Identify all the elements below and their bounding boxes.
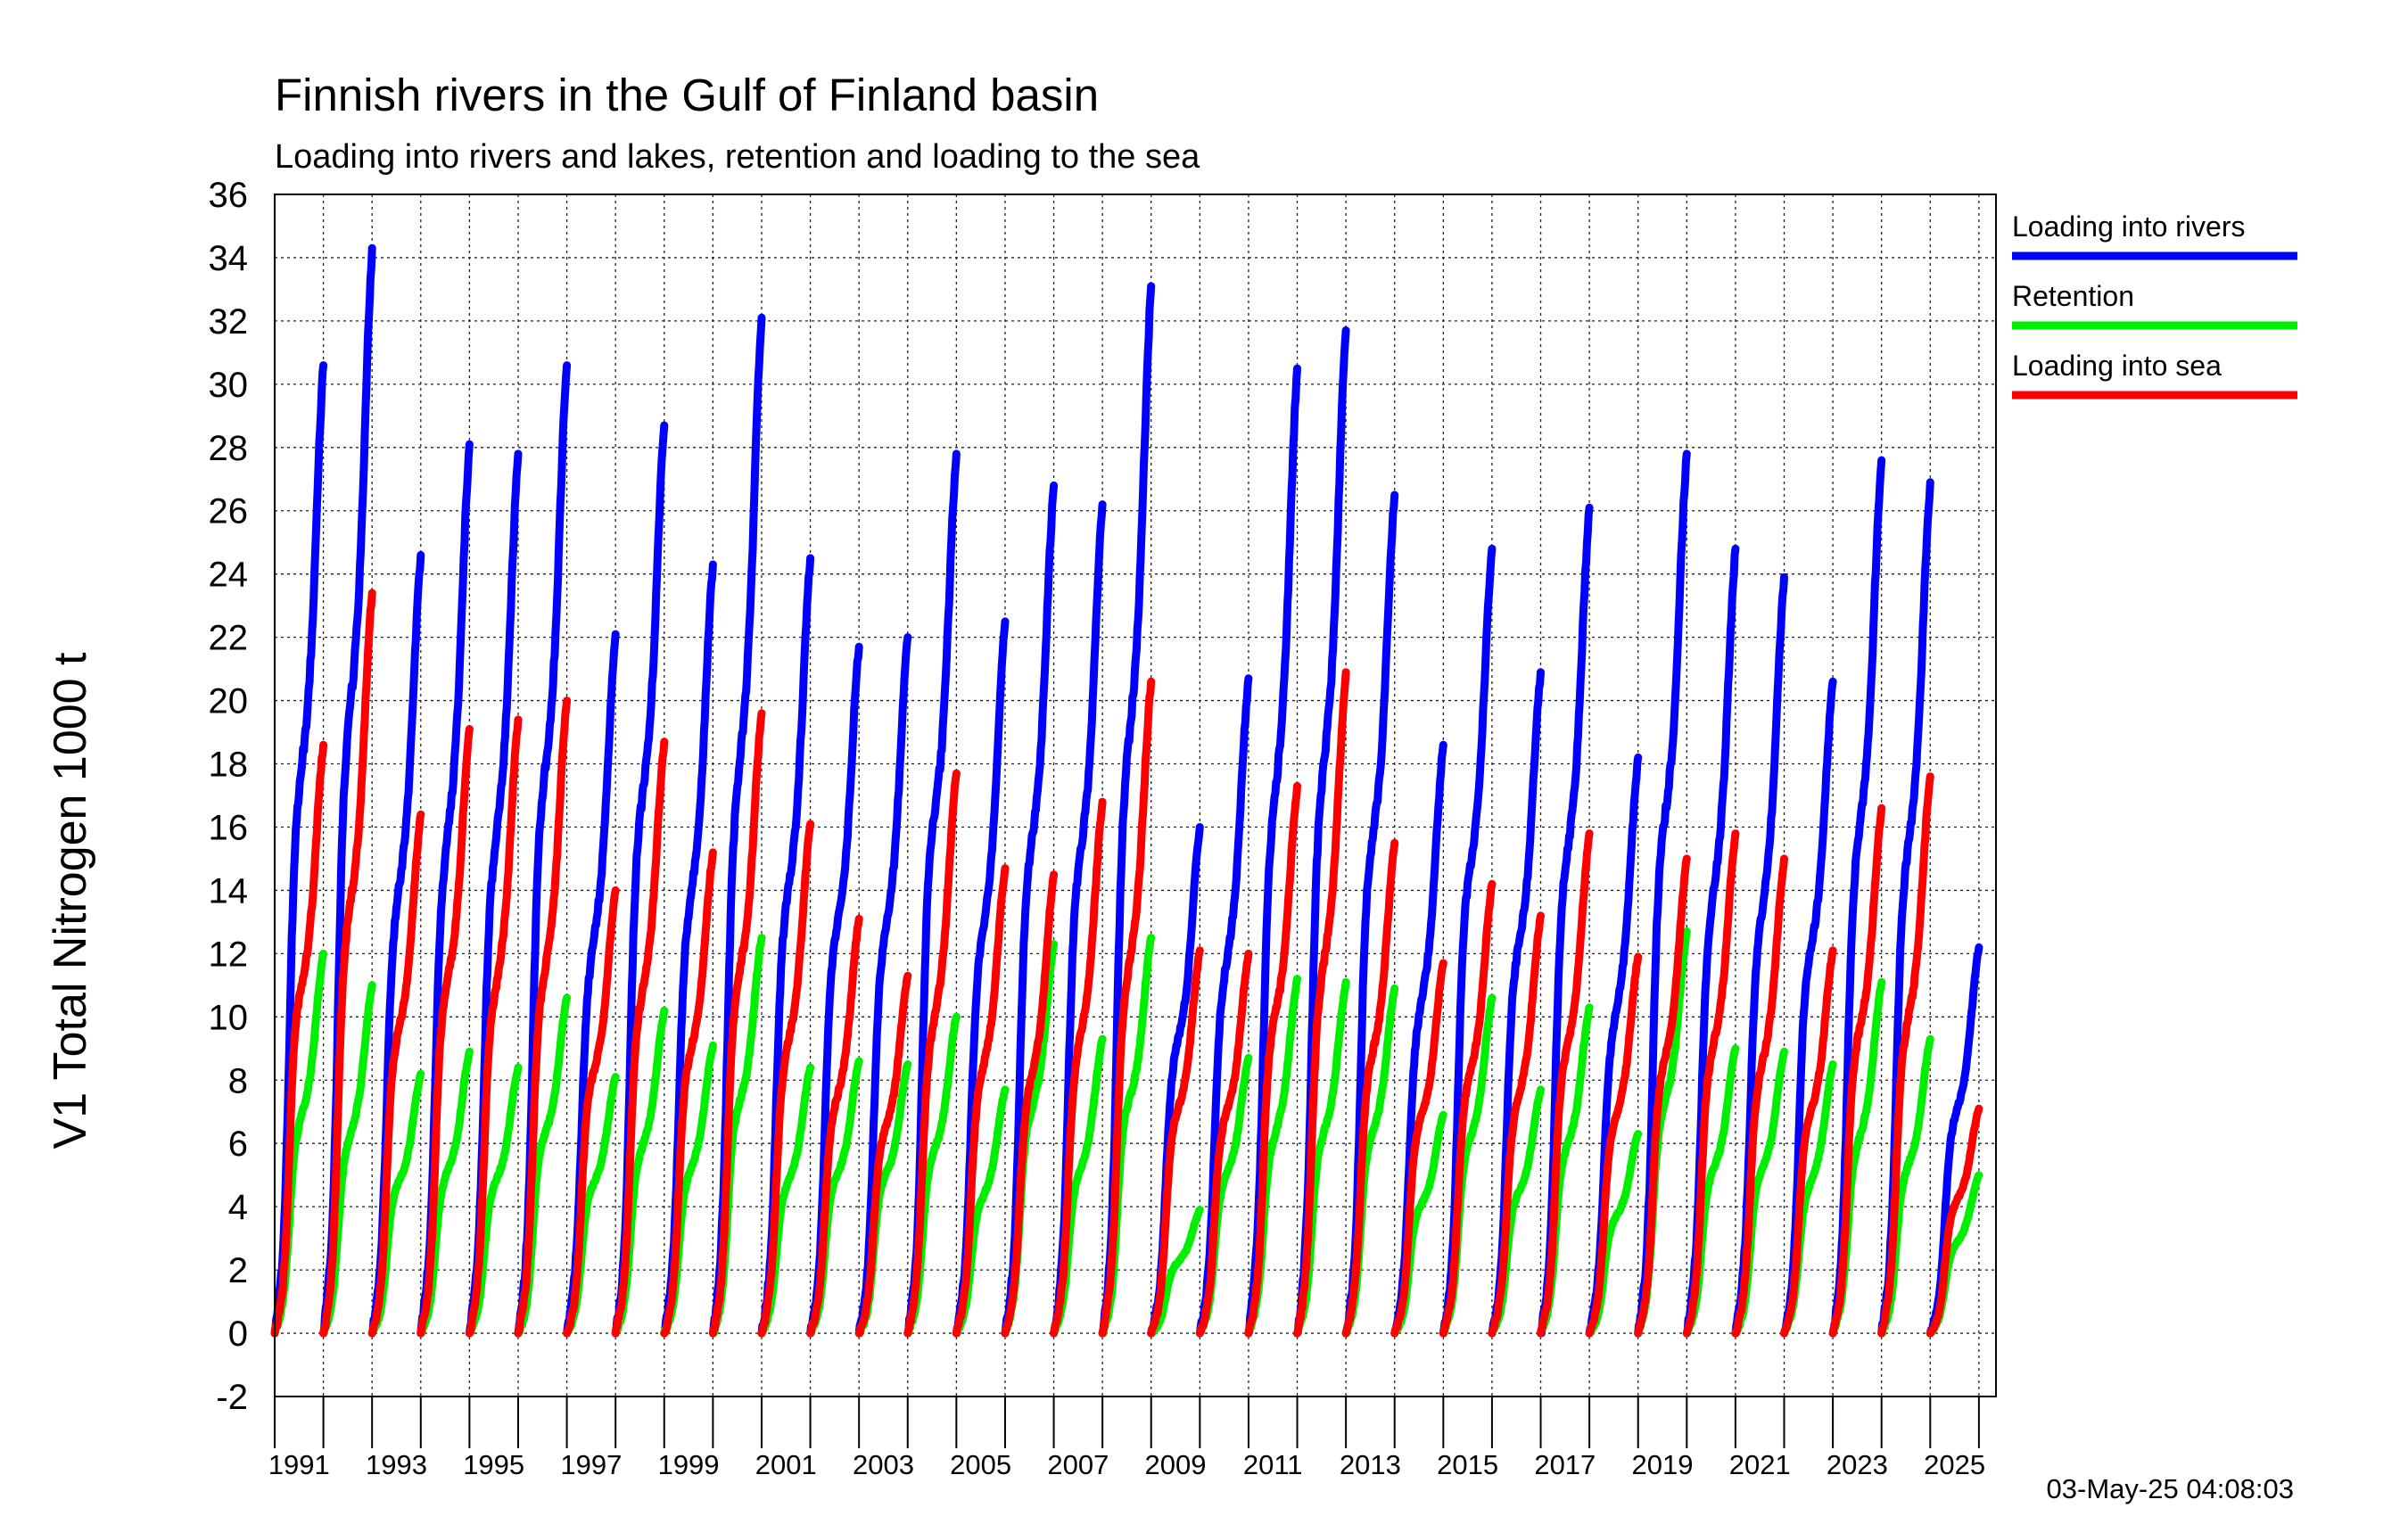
series-line-segment: [563, 886, 620, 1338]
series-line-segment: [854, 971, 912, 1338]
y-tick-label: 32: [209, 302, 249, 342]
x-tick-label: 2011: [1243, 1449, 1303, 1480]
x-tick-label: 2025: [1924, 1449, 1985, 1480]
series-line-segment: [806, 914, 863, 1338]
timestamp: 03-May-25 04:08:03: [2047, 1473, 2294, 1504]
y-tick-label: 0: [228, 1314, 248, 1354]
series-line-segment: [465, 715, 523, 1338]
y-tick-label: 26: [209, 492, 249, 531]
series-line-segment: [1780, 946, 1837, 1338]
series-line-segment: [708, 709, 766, 1338]
x-tick-label: 2001: [755, 1449, 817, 1480]
series-line-segment: [1488, 911, 1545, 1338]
series-line-segment: [416, 725, 474, 1338]
series-line-segment: [1195, 949, 1253, 1338]
series-line-segment: [1926, 1104, 1983, 1338]
series-line-segment: [1050, 797, 1107, 1338]
series-line-segment: [1877, 772, 1934, 1338]
series-line-segment: [660, 848, 717, 1338]
y-axis-label: V1 Total Nitrogen 1000 t: [45, 652, 96, 1149]
series-line-segment: [1585, 952, 1643, 1338]
x-tick-label: 2015: [1437, 1449, 1498, 1480]
chart-subtitle: Loading into rivers and lakes, retention…: [275, 138, 1200, 176]
series-line-segment: [757, 820, 815, 1338]
y-tick-label: 18: [209, 746, 249, 785]
series-line-segment: [1147, 946, 1204, 1338]
y-tick-label: -2: [216, 1378, 248, 1417]
legend: Loading into rivers Retention Loading into…: [2012, 210, 2297, 400]
series-loading-into-sea: [270, 589, 1983, 1338]
legend-label: Loading into sea: [2012, 350, 2222, 382]
series-line-segment: [1147, 1206, 1204, 1338]
x-tick-label: 1995: [463, 1449, 524, 1480]
y-tick-label: 2: [228, 1251, 248, 1290]
y-tick-label: 20: [209, 682, 249, 721]
x-tick-label: 2005: [950, 1449, 1011, 1480]
y-tick-label: 10: [209, 998, 249, 1037]
x-tick-label: 1993: [366, 1449, 427, 1480]
y-tick-label: 12: [209, 935, 249, 974]
series-line-segment: [1731, 854, 1788, 1338]
series-line-segment: [514, 696, 572, 1338]
series-line-segment: [611, 737, 669, 1338]
x-tick-label: 2021: [1729, 1449, 1791, 1480]
legend-label: Loading into rivers: [2012, 210, 2245, 243]
series-line-segment: [952, 864, 1010, 1338]
y-tick-label: 16: [209, 808, 249, 847]
series-line-segment: [903, 769, 961, 1338]
series-line-segment: [1634, 854, 1691, 1338]
series-line-segment: [367, 810, 425, 1338]
y-tick-label: 14: [209, 871, 249, 910]
x-tick-label: 2019: [1632, 1449, 1694, 1480]
series-line-segment: [1828, 803, 1886, 1338]
series-line-segment: [1293, 668, 1350, 1338]
x-tick-label: 2007: [1047, 1449, 1109, 1480]
x-tick-label: 2003: [853, 1449, 914, 1480]
series-line-segment: [1341, 838, 1399, 1338]
y-tick-label: 8: [228, 1061, 248, 1100]
series-line-segment: [1001, 870, 1059, 1338]
x-tick-label: 2023: [1827, 1449, 1888, 1480]
plot-frame: [274, 194, 1997, 1397]
series-line-segment: [1390, 959, 1447, 1338]
x-tick-label: 2013: [1340, 1449, 1401, 1480]
y-tick-label: 6: [228, 1125, 248, 1164]
series-line-segment: [1098, 677, 1156, 1338]
x-tick-label: 1997: [560, 1449, 622, 1480]
chart-title: Finnish rivers in the Gulf of Finland ba…: [275, 70, 1099, 120]
x-tick-label: 1991: [268, 1449, 330, 1480]
x-tick-label: 2017: [1534, 1449, 1596, 1480]
series-line-segment: [1682, 829, 1740, 1338]
y-tick-label: 34: [209, 239, 249, 278]
plot-area: [270, 243, 1983, 1338]
x-tick-label: 1999: [658, 1449, 720, 1480]
y-tick-label: 30: [209, 366, 249, 405]
series-line-segment: [1537, 829, 1594, 1338]
x-tick-label: 2009: [1145, 1449, 1207, 1480]
series-line-segment: [270, 740, 328, 1338]
y-tick-label: 4: [228, 1188, 248, 1227]
legend-label: Retention: [2012, 280, 2134, 312]
series-line-segment: [319, 589, 376, 1338]
series-line-segment: [1439, 879, 1497, 1338]
y-tick-label: 22: [209, 619, 249, 658]
y-tick-label: 36: [209, 176, 249, 215]
y-tick-label: 28: [209, 429, 249, 468]
series-line-segment: [1244, 781, 1301, 1338]
series-line-segment: [854, 633, 912, 1338]
y-tick-label: 24: [209, 556, 249, 595]
